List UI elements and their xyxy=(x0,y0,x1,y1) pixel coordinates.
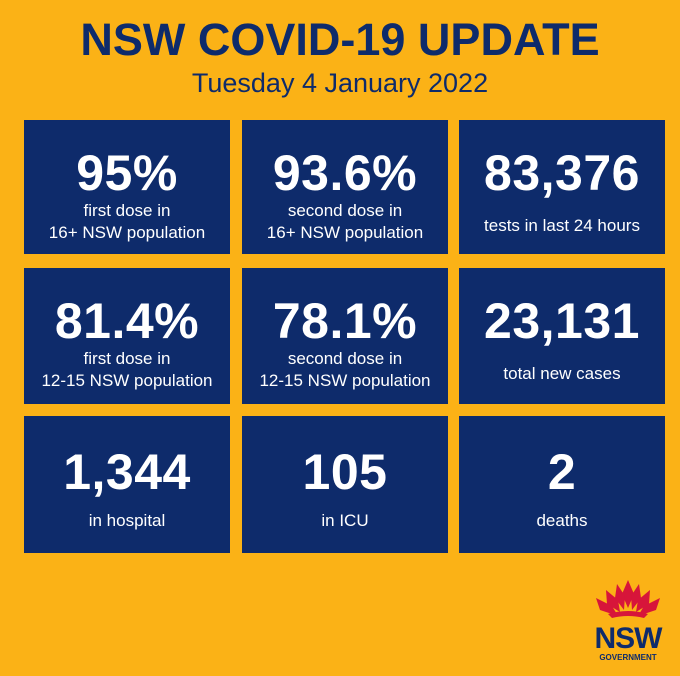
stat-label: first dose in xyxy=(83,201,171,220)
stat-label: total new cases xyxy=(503,364,621,383)
page-title: NSW COVID-19 UPDATE xyxy=(80,14,600,65)
stat-label: 12-15 NSW population xyxy=(41,371,213,390)
waratah-icon xyxy=(596,580,660,618)
stat-value: 93.6% xyxy=(272,145,418,201)
stat-value: 2 xyxy=(547,444,577,500)
stat-tile: 23,131 total new cases xyxy=(459,268,665,404)
stat-tile: 105 in ICU xyxy=(242,416,448,553)
logo-nsw-text: NSW xyxy=(594,622,663,655)
stat-label: second dose in xyxy=(287,349,403,368)
stat-tile: 78.1% second dose in 12-15 NSW population xyxy=(242,268,448,404)
logo-government-text: GOVERNMENT xyxy=(599,653,657,662)
stat-value: 105 xyxy=(302,444,388,500)
stat-tile: 93.6% second dose in 16+ NSW population xyxy=(242,120,448,254)
stat-label: deaths xyxy=(536,511,588,530)
update-date: Tuesday 4 January 2022 xyxy=(191,68,489,98)
stat-value: 1,344 xyxy=(63,444,191,500)
stat-label: first dose in xyxy=(83,349,171,368)
stat-label: second dose in xyxy=(287,201,403,220)
stat-tile: 83,376 tests in last 24 hours xyxy=(459,120,665,254)
stat-tile: 95% first dose in 16+ NSW population xyxy=(24,120,230,254)
stat-label: 16+ NSW population xyxy=(48,223,206,242)
stat-label: tests in last 24 hours xyxy=(484,216,640,235)
stat-value: 23,131 xyxy=(484,293,640,349)
nsw-government-logo: NSW GOVERNMENT xyxy=(588,578,668,663)
stat-value: 81.4% xyxy=(54,293,200,349)
stat-label: in ICU xyxy=(321,511,369,530)
stat-tile: 2 deaths xyxy=(459,416,665,553)
stat-value: 83,376 xyxy=(484,145,640,201)
stat-value: 95% xyxy=(76,145,178,201)
stat-label: 12-15 NSW population xyxy=(259,371,431,390)
stat-value: 78.1% xyxy=(272,293,418,349)
stat-label: 16+ NSW population xyxy=(266,223,424,242)
stat-label: in hospital xyxy=(88,511,166,530)
stat-tile: 1,344 in hospital xyxy=(24,416,230,553)
stat-tile: 81.4% first dose in 12-15 NSW population xyxy=(24,268,230,404)
